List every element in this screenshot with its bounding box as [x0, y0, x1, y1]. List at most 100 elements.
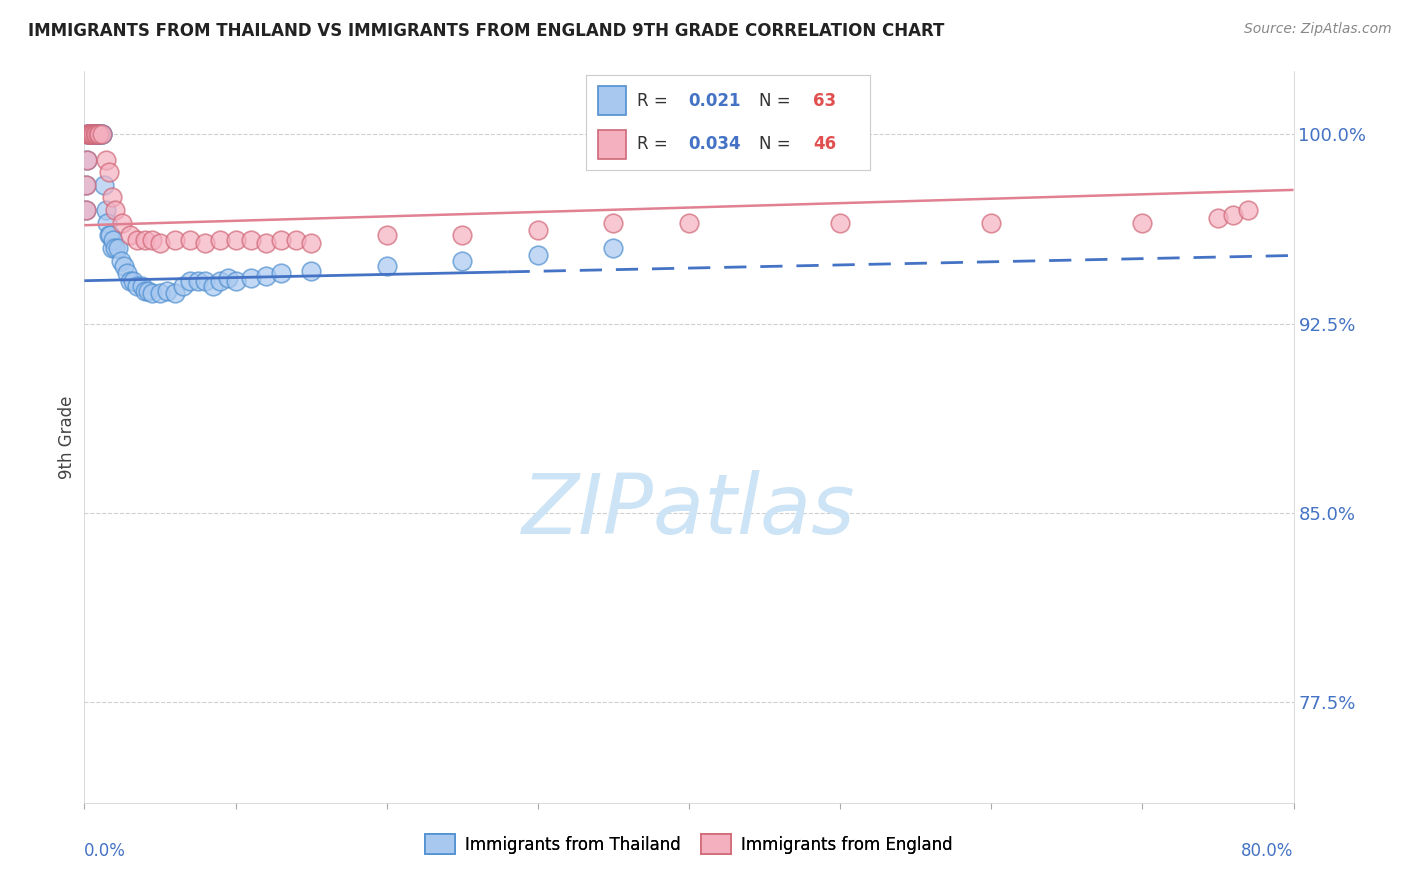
Point	[121, 274, 143, 288]
Point	[270, 233, 292, 247]
Point	[1206, 211, 1229, 225]
Point	[87, 128, 110, 142]
Point	[830, 216, 852, 230]
Point	[75, 203, 97, 218]
Point	[76, 128, 98, 142]
Point	[127, 233, 149, 247]
Point	[76, 128, 98, 142]
Point	[93, 178, 115, 192]
Point	[91, 128, 114, 142]
Point	[270, 266, 292, 280]
Point	[101, 233, 124, 247]
Text: 0.0%: 0.0%	[84, 842, 127, 860]
Point	[112, 259, 135, 273]
Point	[80, 128, 103, 142]
Point	[527, 223, 550, 237]
Point	[97, 165, 120, 179]
Point	[165, 286, 187, 301]
Point	[1237, 203, 1260, 218]
Point	[90, 128, 112, 142]
Point	[96, 216, 118, 230]
Point	[141, 286, 163, 301]
Point	[97, 228, 120, 243]
Point	[118, 228, 141, 243]
Point	[127, 278, 149, 293]
Point	[77, 128, 100, 142]
Point	[141, 233, 163, 247]
Point	[980, 216, 1002, 230]
Point	[165, 233, 187, 247]
Point	[194, 235, 217, 250]
Point	[89, 128, 111, 142]
Point	[451, 253, 474, 268]
Text: IMMIGRANTS FROM THAILAND VS IMMIGRANTS FROM ENGLAND 9TH GRADE CORRELATION CHART: IMMIGRANTS FROM THAILAND VS IMMIGRANTS F…	[28, 22, 945, 40]
Point	[179, 233, 201, 247]
Point	[82, 128, 104, 142]
Point	[678, 216, 700, 230]
Point	[91, 128, 114, 142]
Point	[86, 128, 108, 142]
Point	[201, 278, 224, 293]
Point	[254, 235, 277, 250]
Point	[187, 274, 209, 288]
Point	[602, 241, 624, 255]
Point	[104, 203, 127, 218]
Point	[98, 228, 121, 243]
Text: 80.0%: 80.0%	[1241, 842, 1294, 860]
Point	[79, 128, 101, 142]
Point	[254, 268, 277, 283]
Point	[527, 248, 550, 262]
Point	[115, 266, 138, 280]
Point	[82, 128, 104, 142]
Point	[89, 128, 111, 142]
Point	[84, 128, 107, 142]
Point	[75, 178, 97, 192]
Point	[451, 228, 474, 243]
Point	[285, 233, 308, 247]
Point	[225, 233, 247, 247]
Legend: Immigrants from Thailand, Immigrants from England: Immigrants from Thailand, Immigrants fro…	[419, 828, 959, 860]
Point	[94, 203, 117, 218]
Point	[80, 128, 103, 142]
Point	[80, 128, 103, 142]
Point	[239, 233, 262, 247]
Point	[104, 241, 127, 255]
Point	[1130, 216, 1153, 230]
Point	[87, 128, 110, 142]
Point	[602, 216, 624, 230]
Point	[149, 286, 172, 301]
Point	[87, 128, 110, 142]
Point	[82, 128, 104, 142]
Point	[299, 235, 322, 250]
Point	[77, 128, 100, 142]
Point	[375, 259, 398, 273]
Point	[89, 128, 111, 142]
Point	[172, 278, 194, 293]
Point	[79, 128, 101, 142]
Point	[77, 128, 100, 142]
Y-axis label: 9th Grade: 9th Grade	[58, 395, 76, 479]
Text: ZIPatlas: ZIPatlas	[522, 470, 856, 550]
Point	[79, 128, 101, 142]
Text: Source: ZipAtlas.com: Source: ZipAtlas.com	[1244, 22, 1392, 37]
Point	[217, 271, 239, 285]
Point	[77, 128, 100, 142]
Point	[100, 241, 122, 255]
Point	[91, 128, 114, 142]
Point	[84, 128, 107, 142]
Point	[118, 274, 141, 288]
Point	[76, 153, 98, 167]
Point	[149, 235, 172, 250]
Point	[80, 128, 103, 142]
Point	[225, 274, 247, 288]
Point	[375, 228, 398, 243]
Point	[179, 274, 201, 288]
Point	[86, 128, 108, 142]
Point	[209, 274, 232, 288]
Point	[75, 203, 97, 218]
Point	[299, 263, 322, 277]
Point	[75, 178, 97, 192]
Point	[131, 278, 153, 293]
Point	[84, 128, 107, 142]
Point	[94, 153, 117, 167]
